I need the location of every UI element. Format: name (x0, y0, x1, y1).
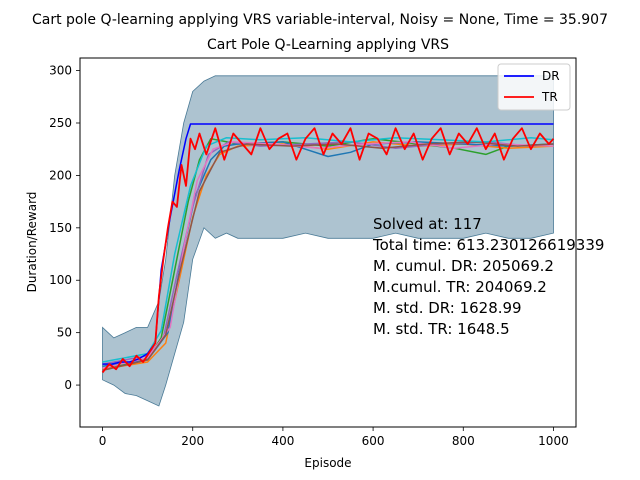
x-tick-label-0: 0 (99, 434, 107, 448)
legend: DR TR (497, 63, 571, 111)
series-line-tr (101, 127, 555, 374)
x-tick-label-200: 200 (181, 434, 204, 448)
annotation-line-1: Total time: 613.230126619339 (372, 236, 604, 254)
y-tick-label-200: 200 (49, 168, 72, 182)
y-tick-label-50: 50 (57, 326, 72, 340)
x-tick-label-600: 600 (362, 434, 385, 448)
x-axis-label: Episode (304, 456, 351, 470)
x-tick-label-800: 800 (452, 434, 475, 448)
annotation-line-5: M. std. TR: 1648.5 (373, 320, 510, 338)
x-tick-label-400: 400 (271, 434, 294, 448)
annotation-line-3: M.cumul. TR: 204069.2 (373, 278, 547, 296)
y-tick-label-300: 300 (49, 64, 72, 78)
chart-title: Cart Pole Q-Learning applying VRS (207, 37, 449, 53)
series-line-run-8 (102, 136, 554, 363)
stats-annotation: Solved at: 117 Total time: 613.2301266193… (372, 215, 604, 338)
legend-label-tr: TR (541, 90, 558, 104)
axes-frame (79, 57, 577, 428)
legend-label-dr: DR (542, 69, 560, 83)
x-axis-ticks: 0 200 400 600 800 1000 (99, 427, 569, 448)
plot-area (101, 75, 555, 407)
x-tick-label-1000: 1000 (538, 434, 569, 448)
series-line-run-7 (102, 141, 554, 372)
annotation-line-2: M. cumul. DR: 205069.2 (373, 257, 554, 275)
figure-suptitle: Cart pole Q-learning applying VRS variab… (32, 12, 608, 28)
y-axis-label: Duration/Reward (25, 192, 39, 293)
y-tick-label-250: 250 (49, 116, 72, 130)
y-tick-label-100: 100 (49, 273, 72, 287)
annotation-line-0: Solved at: 117 (373, 215, 482, 233)
annotation-line-4: M. std. DR: 1628.99 (373, 299, 522, 317)
variability-band (102, 75, 554, 407)
y-axis-ticks: 0 50 100 150 200 250 300 (49, 64, 80, 392)
y-tick-label-0: 0 (64, 378, 72, 392)
y-tick-label-150: 150 (49, 221, 72, 235)
